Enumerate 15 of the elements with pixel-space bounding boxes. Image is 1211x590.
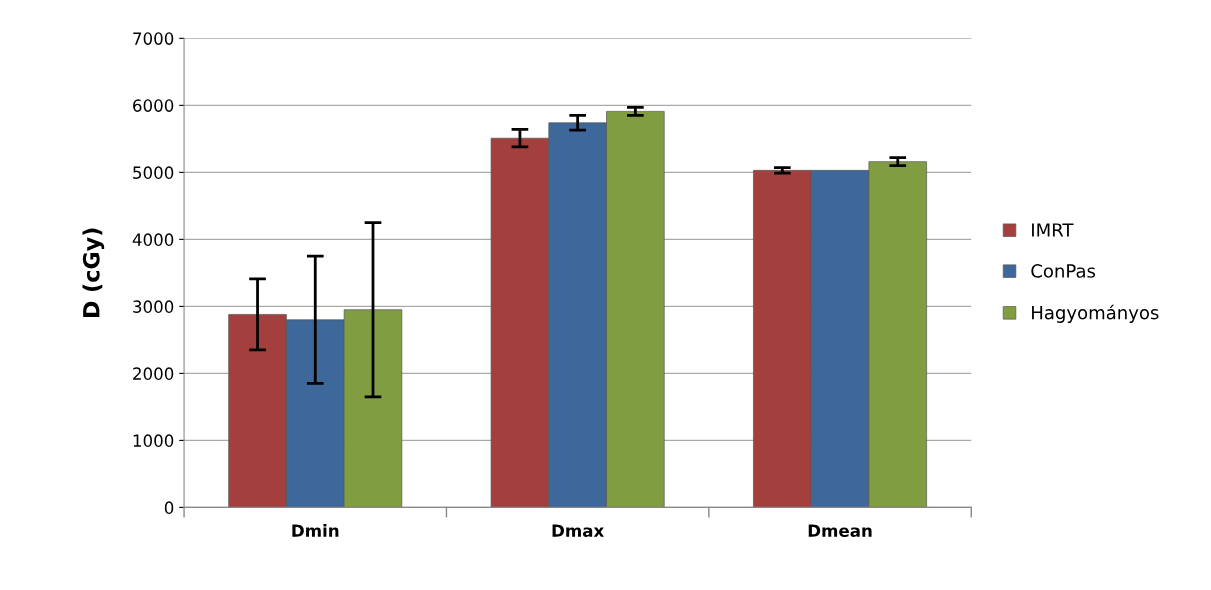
y-tick-label: 6000 — [133, 99, 174, 112]
y-tick-label: 5000 — [133, 166, 174, 179]
legend-label: IMRT — [1032, 223, 1074, 237]
legend-label: Hagyományos — [1032, 304, 1159, 323]
y-tick-label: 4000 — [132, 233, 174, 246]
y-tick-label: 7000 — [133, 32, 174, 45]
y-tick-label: 1000 — [133, 434, 174, 447]
x-tick-label: Dmax — [552, 524, 604, 537]
y-tick-label: 0 — [164, 501, 174, 514]
x-tick-label: Dmin — [292, 524, 339, 537]
y-tick-label: 3000 — [133, 300, 174, 313]
x-tick-label: Dmean — [808, 524, 872, 537]
y-axis-title: D (cGy) — [82, 228, 105, 318]
legend-label: ConPas — [1031, 264, 1096, 278]
y-tick-label: 2000 — [133, 367, 174, 380]
